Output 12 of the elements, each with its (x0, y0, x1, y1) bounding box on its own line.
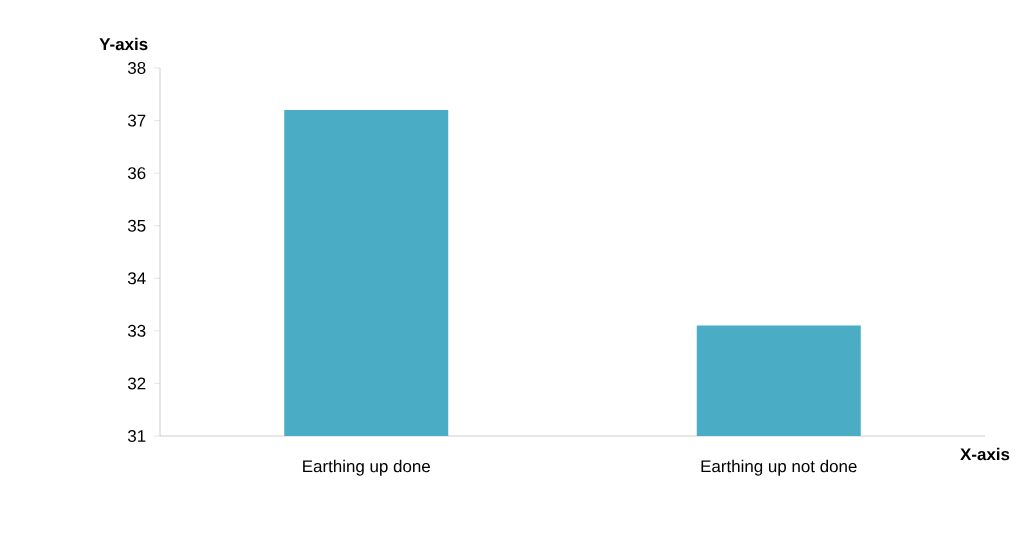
y-tick-label: 32 (127, 377, 146, 390)
x-axis-title: X-axis (960, 447, 1010, 461)
y-tick-label: 36 (127, 167, 146, 180)
y-tick-label: 38 (127, 62, 146, 74)
y-tick-label: 35 (127, 219, 146, 232)
x-tick-label: Earthing up not done (701, 459, 857, 476)
y-tick-label: 31 (127, 430, 146, 442)
y-tick-label: 33 (127, 324, 146, 337)
x-tick-label: Earthing up done (303, 459, 430, 476)
y-axis-title: Y-axis (99, 37, 148, 51)
y-tick-label: 34 (127, 272, 146, 285)
y-tick-label: 37 (127, 114, 146, 127)
